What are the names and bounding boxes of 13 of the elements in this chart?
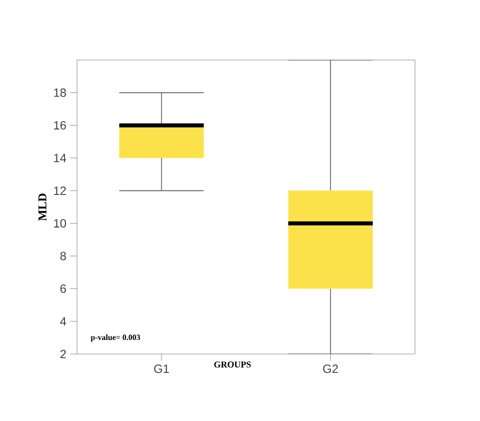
y-tick-label: 4 (60, 317, 66, 326)
y-tick-label: 12 (54, 186, 66, 195)
y-tick-label: 6 (60, 284, 66, 293)
y-tick-label: 2 (60, 350, 66, 358)
y-axis-title: MLD (38, 194, 46, 221)
y-tick-label: 10 (54, 219, 66, 228)
y-tick-label: 18 (54, 88, 66, 97)
y-tick-label: 8 (60, 252, 66, 260)
y-tick-label: 16 (54, 121, 66, 130)
x-tick-label: G2 (323, 364, 338, 373)
y-tick-label: 14 (54, 154, 66, 162)
x-axis-title: GROUPS (214, 362, 251, 368)
x-tick-label: G1 (154, 364, 169, 373)
